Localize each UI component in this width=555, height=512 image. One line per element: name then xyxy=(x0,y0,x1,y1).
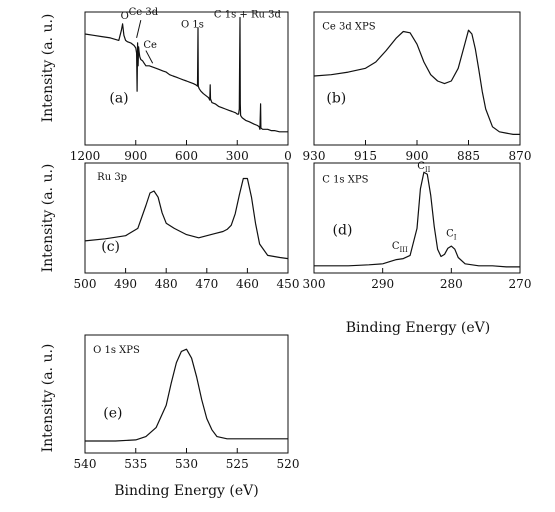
x-tick-label: 1200 xyxy=(70,149,101,163)
x-tick-label: 900 xyxy=(406,149,429,163)
panel-d: 300 290 280 270 (d) C 1s XPS CIII CII CI xyxy=(303,161,532,291)
annotation-arrow xyxy=(145,50,154,64)
x-tick-label: 0 xyxy=(284,149,292,163)
panel-b: 930 915 900 885 870 (b) Ce 3d XPS xyxy=(303,11,532,163)
x-tick-label: 290 xyxy=(371,277,394,291)
panel-title: Ru 3p xyxy=(97,172,127,183)
series-line xyxy=(313,29,520,135)
panel-frame xyxy=(84,162,289,274)
peak-annotation: Ce 3d xyxy=(129,7,159,18)
peak-annotation: CI xyxy=(446,229,457,242)
panel-label: (a) xyxy=(109,90,128,106)
x-tick-label: 300 xyxy=(226,149,249,163)
x-tick-label: 450 xyxy=(277,277,300,291)
x-tick-label: 930 xyxy=(303,149,326,163)
x-tick-label: 470 xyxy=(195,277,218,291)
panel-a: 1200 900 600 300 0 (a) O Ce 3d Ce O 1s C 1s + Ru 3… xyxy=(70,7,292,163)
panel-label: (d) xyxy=(333,223,353,239)
panel-label: (e) xyxy=(103,406,122,422)
panel-title: C 1s XPS xyxy=(322,174,368,185)
x-axis-label: Binding Energy (eV) xyxy=(114,483,259,499)
peak-annotation: CIII xyxy=(392,241,408,254)
x-tick-label: 300 xyxy=(303,277,326,291)
x-tick-label: 500 xyxy=(74,277,97,291)
ylabel-row3: Intensity (a. u.) xyxy=(40,344,56,453)
x-tick-label: 520 xyxy=(277,457,300,471)
peak-annotation: O xyxy=(121,11,129,22)
x-tick-label: 540 xyxy=(74,457,97,471)
peak-annotation: CII xyxy=(417,161,430,174)
panel-title: O 1s XPS xyxy=(93,345,140,356)
series-line xyxy=(85,348,288,442)
panel-e: 540 535 530 525 520 (e) O 1s XPS Binding Energy… xyxy=(74,334,300,499)
x-tick-label: 535 xyxy=(124,457,147,471)
series-line xyxy=(84,177,289,260)
panel-c: 500 490 480 470 460 450 (c) Ru 3p xyxy=(74,162,300,291)
x-tick-label: 900 xyxy=(124,149,147,163)
x-tick-label: 530 xyxy=(175,457,198,471)
x-tick-label: 870 xyxy=(509,149,532,163)
x-tick-label: 490 xyxy=(114,277,137,291)
series-line xyxy=(84,16,288,133)
peak-annotation: C 1s + Ru 3d xyxy=(214,10,282,21)
peak-annotation: Ce xyxy=(143,40,157,51)
panel-label: (b) xyxy=(326,90,346,106)
x-tick-label: 600 xyxy=(175,149,198,163)
panel-label: (c) xyxy=(101,239,120,255)
x-tick-label: 525 xyxy=(226,457,249,471)
peak-annotation: O 1s xyxy=(181,20,204,31)
ylabel-row2: Intensity (a. u.) xyxy=(40,164,56,273)
xlabel-right: Binding Energy (eV) xyxy=(346,320,491,336)
ylabel-row1: Intensity (a. u.) xyxy=(40,14,56,123)
x-tick-label: 915 xyxy=(354,149,377,163)
annotation-arrow xyxy=(136,19,142,38)
x-tick-label: 885 xyxy=(457,149,480,163)
x-tick-label: 270 xyxy=(509,277,532,291)
series-line xyxy=(314,171,520,268)
x-tick-label: 280 xyxy=(440,277,463,291)
panel-title: Ce 3d XPS xyxy=(322,21,376,32)
x-tick-label: 480 xyxy=(155,277,178,291)
panel-frame xyxy=(313,162,521,274)
x-tick-label: 460 xyxy=(236,277,259,291)
